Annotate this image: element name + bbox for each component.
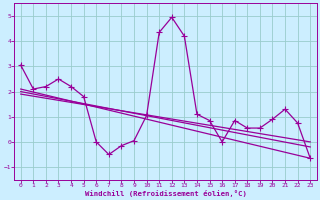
X-axis label: Windchill (Refroidissement éolien,°C): Windchill (Refroidissement éolien,°C) xyxy=(84,190,246,197)
